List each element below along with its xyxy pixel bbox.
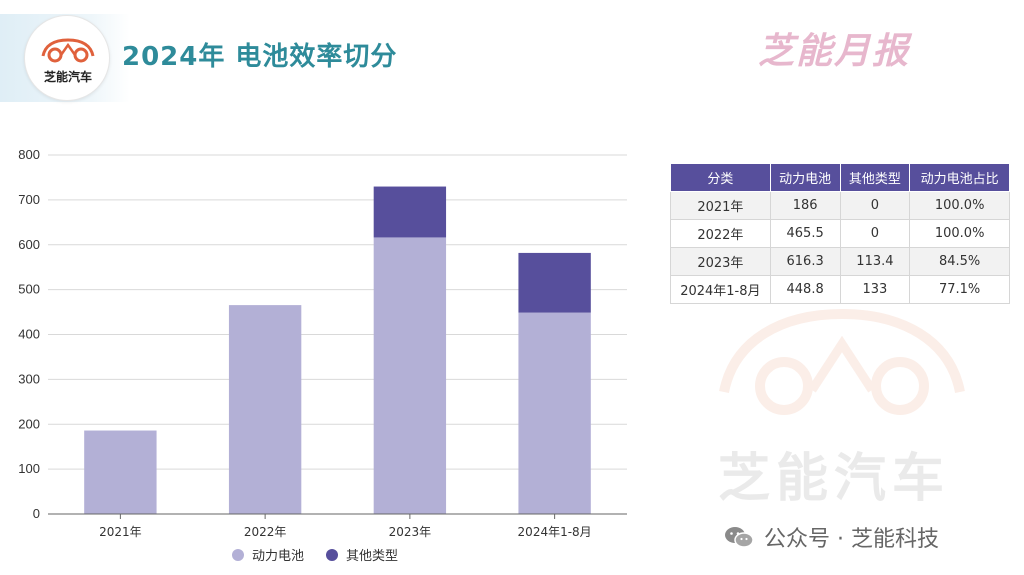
bar-other-types — [373, 186, 447, 238]
y-tick-label: 500 — [18, 282, 40, 297]
legend-label: 其他类型 — [346, 549, 399, 564]
table-row: 2023年 616.3 113.4 84.5% — [670, 247, 1010, 276]
table-cell: 100.0% — [909, 219, 1010, 248]
table-cell: 0 — [839, 219, 911, 248]
table-row: 2024年1-8月 448.8 133 77.1% — [670, 275, 1010, 304]
x-tick-label: 2021年 — [99, 525, 142, 539]
table-cell: 448.8 — [769, 275, 841, 304]
table-cell: 77.1% — [909, 275, 1010, 304]
chart-legend: 动力电池 其他类型 — [232, 545, 420, 564]
axes: 0 100 200 300 400 500 600 700 800 2021年 2022年 2023年… — [18, 147, 627, 539]
brand-logo: 芝能汽车 — [24, 15, 110, 101]
table-cell: 616.3 — [769, 247, 841, 276]
source-text: 公众号 · 芝能科技 — [764, 527, 939, 552]
table-row: 2022年 465.5 0 100.0% — [670, 219, 1010, 248]
legend-item: 其他类型 — [326, 545, 398, 564]
wechat-icon — [725, 527, 754, 548]
table-cell: 100.0% — [909, 191, 1010, 220]
table-header: 分类 — [670, 163, 771, 192]
bar-power-battery — [518, 312, 591, 514]
bar-other-types — [518, 252, 591, 313]
table-row: 2021年 186 0 100.0% — [670, 191, 1010, 220]
bar-power-battery — [228, 305, 302, 514]
y-tick-label: 0 — [33, 506, 40, 521]
y-tick-label: 300 — [18, 371, 40, 386]
y-tick-label: 200 — [18, 416, 40, 431]
table-cell: 186 — [769, 191, 841, 220]
watermark-car-icon — [719, 308, 965, 415]
table-cell: 2021年 — [670, 191, 771, 220]
legend-swatch — [232, 548, 244, 561]
legend-item: 动力电池 — [232, 545, 304, 564]
table-header: 其他类型 — [839, 163, 911, 192]
source-credit: 公众号 · 芝能科技 — [724, 521, 939, 553]
watermark-text: 芝能汽车 — [718, 449, 951, 509]
y-tick-label: 800 — [18, 147, 40, 162]
table-cell: 2022年 — [670, 219, 771, 248]
bar-power-battery — [84, 430, 157, 514]
data-table: 分类 动力电池 其他类型 动力电池占比 2021年 186 0 100.0% 2… — [670, 163, 1010, 304]
y-tick-label: 700 — [18, 192, 40, 207]
table-cell: 133 — [839, 275, 911, 304]
y-tick-label: 600 — [18, 237, 40, 252]
y-tick-label: 100 — [18, 461, 40, 476]
bar-power-battery — [373, 237, 447, 514]
table-cell: 84.5% — [909, 247, 1010, 276]
table-header: 动力电池占比 — [909, 163, 1010, 192]
x-tick-label: 2024年1-8月 — [518, 525, 592, 539]
table-header: 动力电池 — [769, 163, 841, 192]
logo-text: 芝能汽车 — [43, 70, 92, 84]
table-cell: 465.5 — [769, 219, 841, 248]
page-title: 2024年 电池效率切分 — [122, 42, 398, 72]
legend-label: 动力电池 — [252, 549, 305, 564]
y-tick-label: 400 — [18, 327, 40, 342]
stacked-bar-chart: 0 100 200 300 400 500 600 700 800 2021年 2022年 2023年… — [18, 147, 627, 539]
table-header-row: 分类 动力电池 其他类型 动力电池占比 — [670, 163, 1010, 192]
car-logo-icon — [41, 38, 95, 63]
x-tick-label: 2023年 — [389, 525, 432, 539]
legend-swatch — [326, 548, 339, 561]
table-cell: 2024年1-8月 — [670, 275, 771, 304]
table-cell: 2023年 — [670, 247, 771, 276]
brand-mark: 芝能月报 — [758, 31, 911, 72]
bars — [84, 186, 591, 514]
table-cell: 0 — [839, 191, 911, 220]
table-cell: 113.4 — [839, 247, 911, 276]
x-tick-label: 2022年 — [244, 525, 287, 539]
